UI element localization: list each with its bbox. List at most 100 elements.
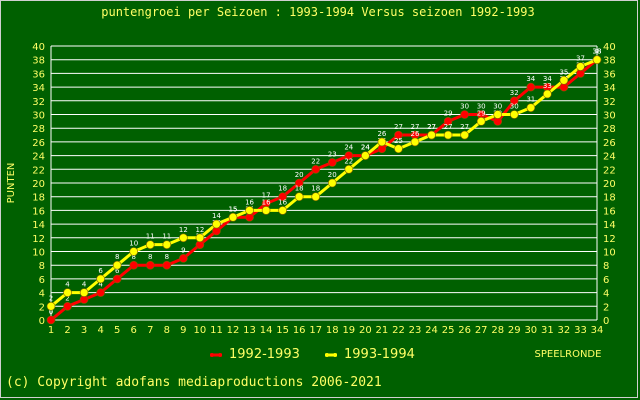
x-tick-label: 18 xyxy=(326,325,339,336)
y-tick-label-left: 14 xyxy=(32,220,45,231)
data-point xyxy=(311,165,321,174)
data-point xyxy=(443,117,453,126)
x-tick-label: 21 xyxy=(376,325,389,336)
x-tick-label: 15 xyxy=(276,325,289,336)
y-tick-label-right: 28 xyxy=(603,124,616,135)
data-point xyxy=(79,288,89,297)
data-point xyxy=(410,137,420,147)
data-point xyxy=(162,260,172,270)
data-label: 18 xyxy=(295,185,304,193)
y-tick-label-left: 34 xyxy=(32,83,45,94)
data-point xyxy=(443,130,453,140)
data-label: 27 xyxy=(394,123,403,131)
x-axis-label: SPEELRONDE xyxy=(535,349,602,360)
data-point xyxy=(559,75,569,85)
data-point xyxy=(592,55,602,65)
data-point xyxy=(212,219,221,229)
data-label: 8 xyxy=(148,253,152,261)
data-label: 2 xyxy=(65,294,69,302)
y-tick-label-left: 18 xyxy=(32,193,45,204)
data-point xyxy=(327,178,337,188)
data-label: 22 xyxy=(344,157,353,165)
x-tick-label: 6 xyxy=(131,325,137,336)
x-tick-label: 34 xyxy=(591,325,604,336)
y-tick-label-right: 38 xyxy=(603,56,616,67)
x-tick-label: 8 xyxy=(164,325,170,336)
data-label: 24 xyxy=(361,144,370,152)
data-label: 8 xyxy=(165,253,169,261)
x-tick-label: 29 xyxy=(508,325,521,336)
data-label: 20 xyxy=(295,171,304,179)
x-tick-label: 20 xyxy=(359,325,372,336)
data-point xyxy=(344,165,354,174)
data-point xyxy=(427,130,436,140)
y-tick-label-right: 22 xyxy=(603,165,616,176)
y-tick-label-right: 40 xyxy=(603,42,616,53)
data-label: 29 xyxy=(477,109,486,117)
legend-marker-1993 xyxy=(325,353,329,357)
data-point xyxy=(526,82,536,92)
x-tick-label: 30 xyxy=(524,325,537,336)
y-tick-label-right: 36 xyxy=(603,69,616,80)
data-point xyxy=(145,240,155,249)
y-tick-label-left: 20 xyxy=(32,179,45,190)
data-label: 16 xyxy=(262,198,271,206)
data-label: 6 xyxy=(115,267,120,275)
data-label: 27 xyxy=(427,123,436,131)
y-tick-label-left: 8 xyxy=(39,261,45,272)
data-point xyxy=(294,178,304,188)
data-label: 24 xyxy=(344,144,353,152)
data-point xyxy=(526,103,536,112)
data-label: 30 xyxy=(460,103,469,111)
data-point xyxy=(112,260,122,270)
x-tick-label: 13 xyxy=(243,325,256,336)
y-tick-label-right: 2 xyxy=(603,302,609,313)
x-tick-label: 11 xyxy=(210,325,223,336)
data-label: 4 xyxy=(98,281,103,289)
data-label: 8 xyxy=(131,253,135,261)
y-tick-label-left: 0 xyxy=(39,316,45,327)
x-tick-label: 31 xyxy=(541,325,554,336)
data-label: 10 xyxy=(129,240,138,248)
data-label: 20 xyxy=(328,171,337,179)
data-label: 4 xyxy=(65,281,70,289)
series-points-1992-1993: 0234688891113151517182022232424252727272… xyxy=(46,48,601,325)
data-label: 31 xyxy=(526,96,535,104)
y-tick-label-right: 8 xyxy=(603,261,609,272)
data-point xyxy=(460,130,469,140)
y-tick-label-left: 36 xyxy=(32,69,45,80)
y-tick-label-left: 2 xyxy=(39,302,45,313)
y-tick-label-right: 12 xyxy=(603,234,616,245)
y-tick-label-left: 22 xyxy=(32,165,45,176)
data-point xyxy=(394,144,403,154)
data-point xyxy=(46,301,56,311)
data-point xyxy=(145,260,155,270)
y-tick-label-left: 4 xyxy=(39,289,45,300)
legend-label-1993: 1993-1994 xyxy=(344,347,415,362)
y-tick-label-left: 12 xyxy=(32,234,45,245)
y-axis-label: PUNTEN xyxy=(6,163,17,204)
x-tick-label: 9 xyxy=(180,325,186,336)
data-point xyxy=(195,233,205,243)
series-line-1993-1994 xyxy=(50,58,598,308)
data-label: 16 xyxy=(245,198,254,206)
data-label: 23 xyxy=(328,150,337,158)
x-tick-label: 33 xyxy=(574,325,587,336)
grid xyxy=(51,45,597,321)
x-tick-label: 26 xyxy=(458,325,471,336)
y-tick-label-right: 16 xyxy=(603,206,616,217)
data-label: 9 xyxy=(181,246,185,254)
data-label: 33 xyxy=(543,82,552,90)
chart-title: puntengroei per Seizoen : 1993-1994 Vers… xyxy=(101,5,534,19)
data-point xyxy=(278,192,287,201)
series-1992-1993 xyxy=(50,58,598,322)
data-point xyxy=(394,130,403,140)
data-label: 35 xyxy=(559,68,568,76)
data-label: 30 xyxy=(510,103,519,111)
data-label: 8 xyxy=(115,253,119,261)
data-label: 11 xyxy=(162,233,171,241)
data-point xyxy=(63,301,72,311)
data-point xyxy=(112,274,122,284)
